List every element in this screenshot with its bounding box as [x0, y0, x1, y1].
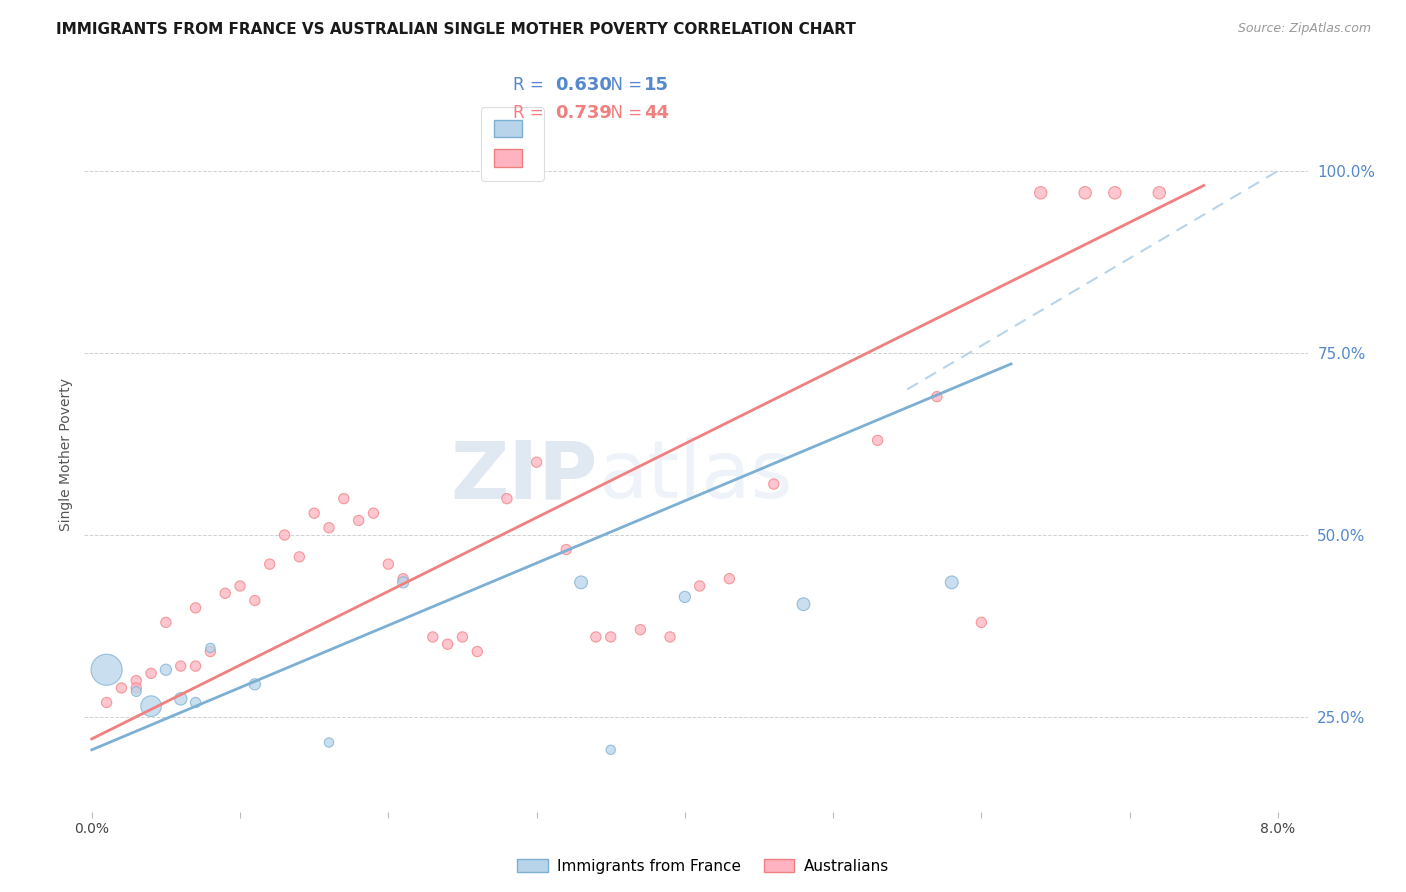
Point	[363, 506, 385, 520]
Text: R =: R =	[513, 104, 550, 122]
Point	[1149, 186, 1171, 200]
Point	[259, 557, 281, 571]
Point	[762, 477, 785, 491]
Point	[526, 455, 548, 469]
Point	[347, 513, 370, 527]
Point	[585, 630, 607, 644]
Point	[302, 506, 325, 520]
Text: Source: ZipAtlas.com: Source: ZipAtlas.com	[1237, 22, 1371, 36]
Point	[599, 743, 621, 757]
Text: atlas: atlas	[598, 437, 793, 516]
Point	[673, 590, 696, 604]
Point	[1104, 186, 1126, 200]
Point	[229, 579, 252, 593]
Point	[170, 691, 193, 706]
Point	[569, 575, 592, 590]
Legend: , : ,	[481, 107, 544, 181]
Point	[451, 630, 474, 644]
Point	[599, 630, 621, 644]
Point	[184, 696, 207, 710]
Point	[377, 557, 399, 571]
Point	[792, 597, 814, 611]
Point	[333, 491, 356, 506]
Point	[436, 637, 458, 651]
Point	[465, 644, 488, 658]
Text: R =: R =	[513, 76, 550, 94]
Point	[970, 615, 993, 630]
Point	[200, 644, 222, 658]
Point	[170, 659, 193, 673]
Point	[941, 575, 963, 590]
Point	[273, 528, 295, 542]
Text: IMMIGRANTS FROM FRANCE VS AUSTRALIAN SINGLE MOTHER POVERTY CORRELATION CHART: IMMIGRANTS FROM FRANCE VS AUSTRALIAN SIN…	[56, 22, 856, 37]
Point	[689, 579, 711, 593]
Text: ZIP: ZIP	[451, 437, 598, 516]
Text: 15: 15	[644, 76, 669, 94]
Point	[243, 677, 266, 691]
Point	[392, 575, 415, 590]
Point	[200, 640, 222, 655]
Point	[243, 593, 266, 607]
Point	[155, 663, 177, 677]
Point	[628, 623, 651, 637]
Point	[184, 659, 207, 673]
Point	[139, 666, 162, 681]
Point	[1029, 186, 1052, 200]
Text: N =: N =	[600, 104, 648, 122]
Point	[288, 549, 311, 564]
Point	[392, 572, 415, 586]
Point	[318, 735, 340, 749]
Point	[184, 600, 207, 615]
Point	[1074, 186, 1097, 200]
Point	[96, 696, 118, 710]
Point	[318, 521, 340, 535]
Point	[555, 542, 578, 557]
Point	[125, 673, 148, 688]
Point	[125, 684, 148, 698]
Point	[659, 630, 682, 644]
Y-axis label: Single Mother Poverty: Single Mother Poverty	[59, 378, 73, 532]
Point	[496, 491, 519, 506]
Text: N =: N =	[600, 76, 648, 94]
Text: 0.739: 0.739	[555, 104, 612, 122]
Point	[214, 586, 236, 600]
Legend: Immigrants from France, Australians: Immigrants from France, Australians	[512, 853, 894, 880]
Text: 0.630: 0.630	[555, 76, 612, 94]
Text: 44: 44	[644, 104, 669, 122]
Point	[155, 615, 177, 630]
Point	[422, 630, 444, 644]
Point	[718, 572, 741, 586]
Point	[866, 434, 889, 448]
Point	[925, 390, 948, 404]
Point	[139, 699, 162, 714]
Point	[110, 681, 132, 695]
Point	[96, 663, 118, 677]
Point	[125, 681, 148, 695]
